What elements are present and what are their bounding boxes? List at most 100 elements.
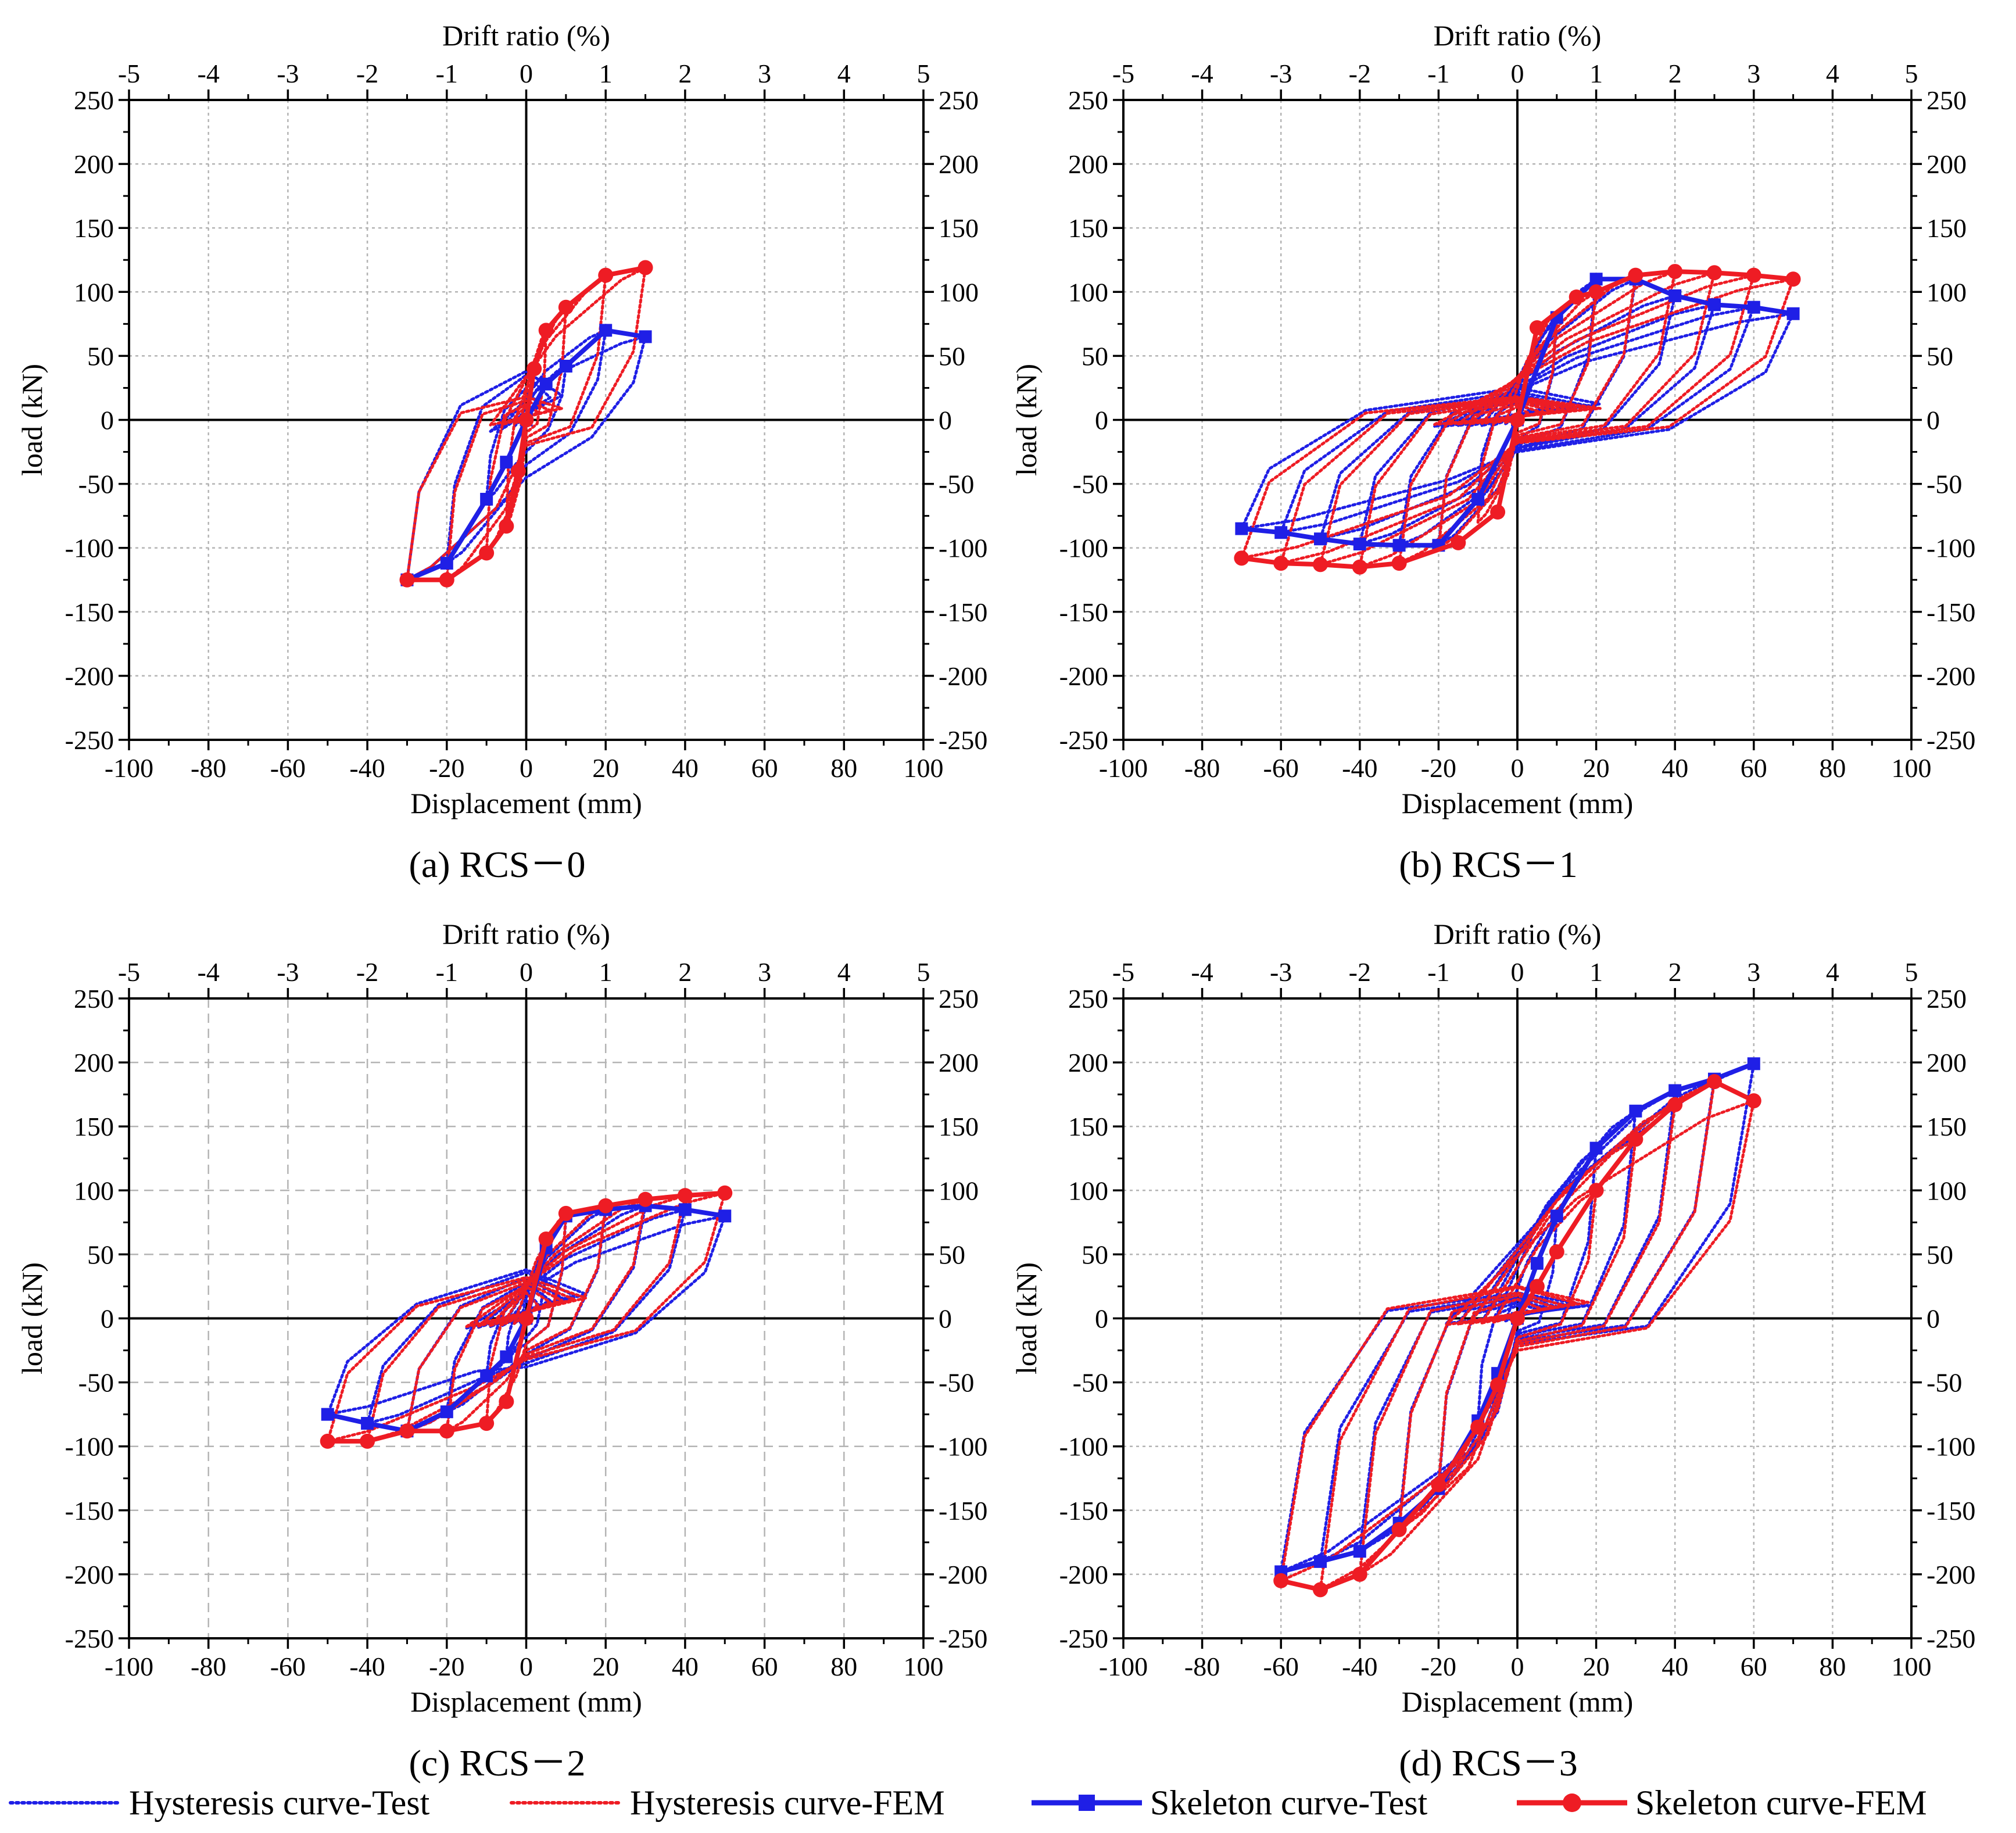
data-point-test (500, 456, 513, 469)
data-point-fem (638, 1191, 653, 1207)
panel-caption: (c) RCS－2 (409, 1742, 586, 1784)
x-tick-label: -20 (429, 753, 464, 783)
y-tick-label: -50 (1073, 470, 1108, 499)
y2-tick-label: -50 (1927, 470, 1962, 499)
y-tick-label: 0 (101, 1304, 114, 1334)
data-point-test (1353, 1545, 1366, 1558)
series-hysteresis-test-loop (1240, 312, 1795, 531)
x2-tick-label: -5 (118, 59, 140, 88)
data-point-test (559, 360, 572, 373)
x-tick-label: 100 (1892, 1652, 1932, 1681)
y-tick-label: 200 (74, 1048, 114, 1077)
y2-tick-label: -200 (1927, 1560, 1975, 1589)
x2-tick-label: -4 (1191, 957, 1213, 987)
x-tick-label: -20 (1421, 1652, 1456, 1681)
data-point-fem (1391, 556, 1407, 571)
y2-tick-label: 200 (939, 149, 979, 179)
y-tick-label: 150 (74, 213, 114, 243)
x2-tick-label: 4 (1826, 957, 1839, 987)
data-point-test (440, 557, 453, 570)
x2-tick-label: -1 (1427, 957, 1449, 987)
x-tick-label: 60 (751, 753, 778, 783)
x-tick-label: -100 (1099, 753, 1148, 783)
x2-tick-label: -2 (356, 957, 378, 987)
x2-tick-label: -2 (1349, 957, 1371, 987)
x-tick-label: -60 (1263, 753, 1299, 783)
y2-tick-label: -50 (1927, 1368, 1962, 1398)
x2-tick-label: 3 (1747, 59, 1760, 88)
legend-item: Skeleton curve-FEM (1517, 1784, 1927, 1822)
data-point-test (539, 377, 553, 391)
x2-axis-title: Drift ratio (%) (1434, 19, 1602, 52)
y-tick-label: -150 (65, 1496, 114, 1526)
data-point-fem (1746, 267, 1761, 283)
data-point-fem (1785, 271, 1801, 287)
x-tick-label: 0 (1511, 1652, 1524, 1681)
x-tick-label: 100 (904, 753, 944, 783)
data-point-test (639, 330, 652, 343)
x2-tick-label: 1 (1589, 957, 1603, 987)
chart-panel-0: -100 -80 -60 -40 -20 0 20 40 60 80 100-5 -4 -3 -2 -1 0 1… (16, 19, 987, 885)
x-tick-label: -100 (1099, 1652, 1148, 1681)
y-tick-label: -200 (1059, 1560, 1108, 1589)
data-point-fem (1588, 284, 1604, 300)
data-point-fem (1313, 557, 1328, 572)
data-point-test (1353, 538, 1366, 551)
y2-tick-label: -50 (939, 470, 974, 499)
data-point-fem (1667, 1097, 1683, 1112)
x-axis-title: Displacement (mm) (1402, 1685, 1634, 1718)
x-tick-label: -40 (349, 753, 385, 783)
x-tick-label: -80 (1184, 1652, 1220, 1681)
data-point-test (1471, 493, 1485, 506)
y2-tick-label: -100 (1927, 1432, 1975, 1462)
x2-tick-label: 5 (1905, 957, 1918, 987)
y-tick-label: -100 (65, 534, 114, 563)
y-tick-label: 200 (74, 149, 114, 179)
x2-tick-label: -4 (198, 957, 220, 987)
y-tick-label: -100 (1059, 1432, 1108, 1462)
data-point-fem (558, 1205, 574, 1221)
x-tick-label: -100 (105, 1652, 153, 1681)
x-tick-label: -20 (429, 1652, 464, 1681)
x2-tick-label: -2 (1349, 59, 1371, 88)
legend-label: Skeleton curve-Test (1150, 1784, 1428, 1822)
data-point-fem (1529, 1279, 1545, 1294)
y-tick-label: -150 (65, 597, 114, 627)
x2-tick-label: -5 (1112, 957, 1134, 987)
y-tick-label: 250 (1068, 85, 1108, 115)
x2-tick-label: -1 (1427, 59, 1449, 88)
y-tick-label: -50 (78, 1368, 114, 1398)
data-point-fem (1352, 559, 1367, 575)
x-tick-label: 100 (1892, 753, 1932, 783)
x2-tick-label: 3 (758, 59, 771, 88)
data-point-test (1786, 307, 1800, 320)
x2-tick-label: -2 (356, 59, 378, 88)
x2-tick-label: 2 (1668, 59, 1682, 88)
data-point-fem (1569, 289, 1584, 305)
y2-tick-label: 200 (1927, 149, 1967, 179)
data-point-test (1550, 1209, 1563, 1223)
y2-tick-label: 150 (1927, 1112, 1967, 1141)
y2-tick-label: 250 (1927, 984, 1967, 1014)
data-point-test (321, 1408, 334, 1421)
legend: Hysteresis curve-Test Hysteresis curve-FE… (9, 1784, 1927, 1822)
panel-caption: (d) RCS－3 (1399, 1742, 1578, 1784)
y-tick-label: 100 (1068, 277, 1108, 307)
x-tick-label: -40 (349, 1652, 385, 1681)
data-point-fem (1588, 1183, 1604, 1198)
y2-tick-label: -250 (1927, 725, 1975, 755)
y2-tick-label: -50 (939, 1368, 974, 1398)
x2-tick-label: 0 (1511, 59, 1524, 88)
x2-tick-label: 2 (678, 957, 692, 987)
series-hysteresis-fem-loop (366, 1194, 687, 1443)
data-point-fem (479, 545, 495, 561)
y2-tick-label: 100 (1927, 277, 1967, 307)
y-tick-label: -150 (1059, 597, 1108, 627)
x2-tick-label: 1 (1589, 59, 1603, 88)
y2-tick-label: 200 (1927, 1048, 1967, 1077)
data-point-fem (499, 518, 514, 534)
data-point-test (1747, 1057, 1760, 1071)
y-tick-label: 50 (1082, 341, 1108, 371)
x-tick-label: 40 (1662, 1652, 1688, 1681)
